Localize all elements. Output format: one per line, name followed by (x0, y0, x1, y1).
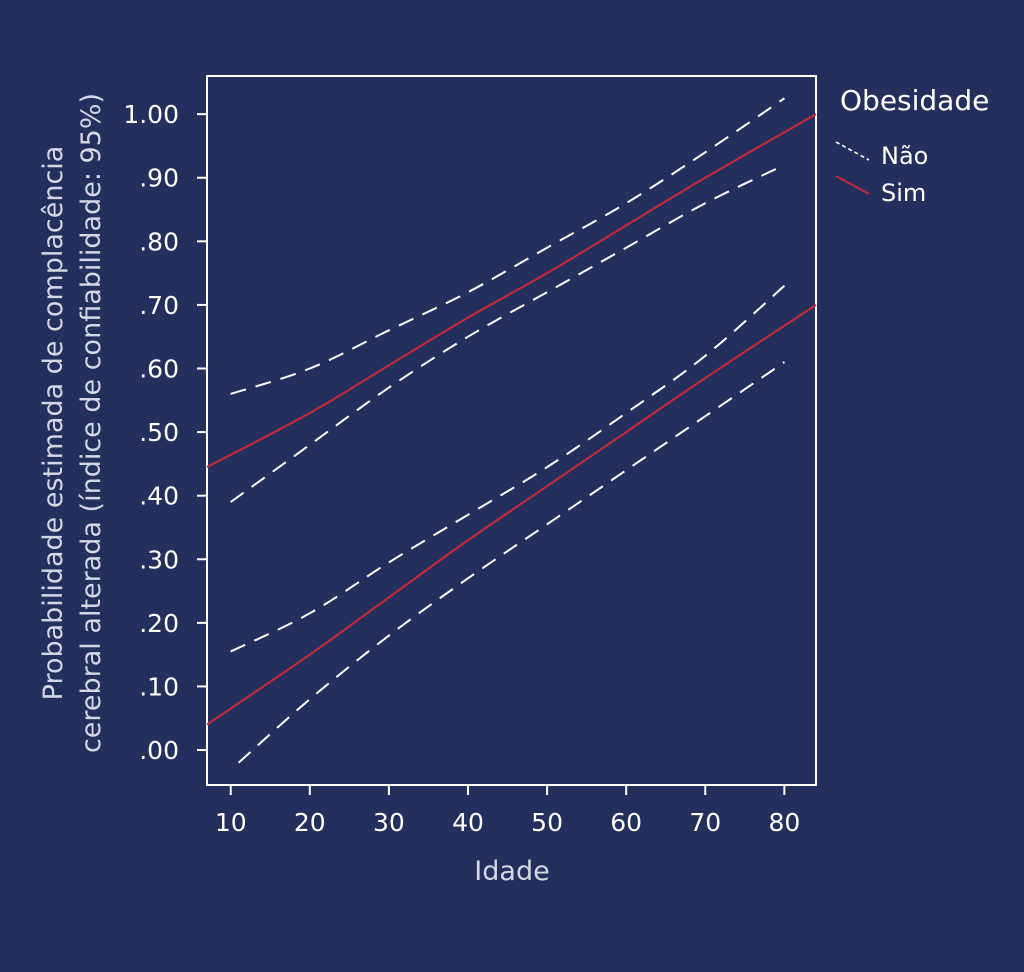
plot-frame (206, 75, 817, 786)
series-line-nao-upper-b (230, 285, 786, 653)
x-tick-label: 40 (452, 808, 484, 837)
y-tick-label: .20 (139, 609, 179, 638)
legend-title: Obesidade (840, 84, 989, 117)
y-tick-label: .60 (139, 355, 179, 384)
x-tick-label: 30 (373, 808, 405, 837)
y-axis-title: Probabilidade estimada de complacência c… (38, 93, 107, 753)
series-line-nao-lower-b (237, 361, 785, 764)
series-layer (206, 97, 817, 764)
y-tick-label: .70 (139, 291, 179, 320)
x-tick-label: 80 (768, 808, 800, 837)
y-tick-label: .40 (139, 482, 179, 511)
x-tick-label: 60 (610, 808, 642, 837)
x-axis-title: Idade (474, 856, 549, 887)
x-tick-label: 20 (294, 808, 326, 837)
y-tick-label: 1.00 (123, 100, 179, 129)
y-tick-label: .50 (139, 418, 179, 447)
y-axis-title-line-1: Probabilidade estimada de complacência (38, 146, 69, 701)
x-tick-label: 70 (689, 808, 721, 837)
series-line-nao-upper-a (230, 97, 785, 395)
series-line-nao-lower-a (230, 164, 785, 503)
legend-swatch-sim (835, 175, 870, 195)
y-tick-label: .90 (139, 164, 179, 193)
y-tick-label: .10 (139, 672, 179, 701)
y-axis: .00 .10 .20 .30 .40 .50 .60 .70 .80 .90 1.00 (123, 100, 207, 765)
x-axis: 10 20 30 40 50 60 70 80 (215, 785, 800, 837)
series-line-sim-estimate-b (206, 303, 817, 726)
y-axis-title-line-2: cerebral alterada (índice de confiabilid… (76, 93, 107, 753)
legend-label-nao: Não (881, 142, 928, 170)
y-tick-label: .30 (139, 545, 179, 574)
legend-label-sim: Sim (881, 179, 926, 207)
x-tick-label: 50 (531, 808, 563, 837)
y-tick-label: .00 (139, 736, 179, 765)
series-line-sim-estimate-a (206, 113, 817, 469)
legend-swatch-nao (835, 141, 870, 161)
x-tick-label: 10 (215, 808, 247, 837)
plot-area (206, 75, 817, 786)
legend: Obesidade Não Sim (835, 84, 989, 207)
y-tick-label: .80 (139, 227, 179, 256)
